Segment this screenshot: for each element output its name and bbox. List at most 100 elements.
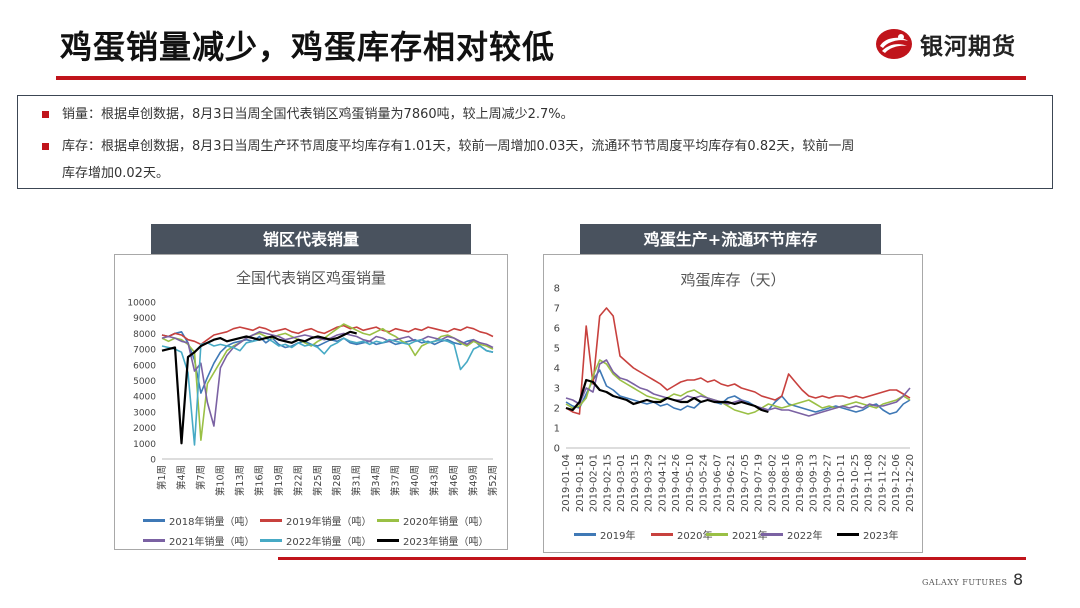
right-panel-header: 鸡蛋生产+流通环节库存 [580,224,881,255]
y-tick-label: 4000 [133,393,156,403]
bullet-marker [42,111,49,118]
y-tick-label: 7 [554,304,560,315]
legend-swatch [651,533,673,536]
x-tick-label: 2019-06-21 [726,454,737,512]
legend-swatch [706,533,728,536]
legend-label: 2019年 [600,531,636,542]
x-tick-label: 2019-03-01 [616,454,627,512]
x-tick-label: 2019-11-22 [877,454,888,512]
x-tick-label: 第1周 [156,465,168,490]
y-tick-label: 0 [554,444,560,455]
y-tick-label: 1000 [133,440,156,450]
legend-label: 2020年 [677,531,713,542]
legend-swatch [837,533,859,536]
legend-label: 2023年 [863,531,899,542]
y-tick-label: 8 [554,284,560,295]
x-tick-label: 第43周 [429,465,441,496]
y-tick-label: 5000 [133,377,156,387]
legend-label: 2023年销量（吨） [403,537,489,548]
y-tick-label: 6 [554,324,560,335]
x-tick-label: 第13周 [234,465,246,496]
legend-swatch [574,533,596,536]
x-tick-label: 2019-10-25 [850,454,861,512]
legend-label: 2021年 [732,531,768,542]
legend-label: 2021年销量（吨） [169,537,255,548]
galaxy-logo-icon [876,29,912,59]
y-tick-label: 10000 [127,299,156,309]
x-tick-label: 第4周 [175,465,187,490]
sales-chart: 全国代表销区鸡蛋销量 0 1000 2000 3000 4000 5000 6000 7000… [114,254,508,550]
y-tick-label: 0 [150,456,156,466]
inventory-chart-title: 鸡蛋库存（天） [680,271,786,289]
series-line [161,324,494,346]
y-tick-label: 2 [554,404,560,415]
x-tick-label: 2019-02-15 [602,454,613,512]
x-tick-label: 2019-08-30 [795,454,806,512]
x-tick-label: 第31周 [351,465,363,496]
bullet-marker [42,143,49,150]
x-tick-label: 2019-04-12 [657,454,668,512]
x-tick-label: 第40周 [409,465,421,496]
x-tick-label: 2019-08-02 [767,454,778,512]
legend-item: 2022年销量（吨） [260,533,371,548]
y-tick-label: 1 [554,424,560,435]
legend-swatch [143,519,165,522]
series-line [565,369,911,415]
series-line [565,307,911,415]
x-tick-label: 2019-09-13 [809,454,820,512]
x-tick-label: 第49周 [468,465,480,496]
x-tick-label: 第34周 [370,465,382,496]
x-tick-label: 第46周 [448,465,460,496]
legend-swatch [377,539,399,542]
x-tick-label: 2019-01-04 [561,454,572,512]
legend-item: 2022年 [761,527,822,542]
legend-swatch [761,533,783,536]
legend-item: 2023年 [837,527,898,542]
x-tick-label: 第37周 [390,465,402,496]
x-tick-label: 第52周 [487,465,499,496]
bullet-inventory-text-cont: 库存增加0.02天。 [62,166,169,181]
legend-item: 2021年 [706,527,767,542]
x-tick-label: 2019-02-01 [589,454,600,512]
legend-swatch [260,519,282,522]
y-tick-label: 2000 [133,424,156,434]
y-tick-label: 6000 [133,361,156,371]
series-line [161,331,494,394]
footer-divider [278,557,1026,560]
sales-chart-plot: 0 1000 2000 3000 4000 5000 6000 7000 8000 9000 100… [127,299,499,497]
logo-text: 银河期货 [920,34,1016,60]
legend-label: 2020年销量（吨） [403,517,489,528]
x-tick-label: 2019-09-27 [822,454,833,512]
x-tick-label: 第16周 [253,465,265,496]
legend-label: 2019年销量（吨） [286,517,372,528]
legend-swatch [260,539,282,542]
legend-item: 2018年销量（吨） [143,513,254,528]
x-tick-label: 第10周 [214,465,226,496]
series-line [565,359,911,417]
series-line [161,331,494,427]
page-title: 鸡蛋销量减少，鸡蛋库存相对较低 [60,28,556,66]
x-tick-label: 2019-10-11 [836,454,847,512]
footer-brand: GALAXY FUTURES [922,578,1008,587]
y-tick-label: 7000 [133,346,156,356]
bullet-sales-text: 销量：根据卓创数据，8月3日当周全国代表销区鸡蛋销量为7860吨，较上周减少2.… [62,107,574,122]
x-tick-label: 2019-12-20 [905,454,916,512]
legend-label: 2018年销量（吨） [169,517,255,528]
x-tick-label: 2019-08-16 [781,454,792,512]
series-line [565,359,911,415]
legend-label: 2022年 [787,531,823,542]
bullet-inventory: 库存：根据卓创数据，8月3日当周生产环节周度平均库存有1.01天，较前一周增加0… [42,134,1037,159]
bullet-inventory-text: 库存：根据卓创数据，8月3日当周生产环节周度平均库存有1.01天，较前一周增加0… [62,139,855,154]
y-tick-label: 5 [554,344,560,355]
legend-item: 2019年 [574,527,635,542]
x-tick-label: 2019-11-08 [864,454,875,512]
left-panel-header: 销区代表销量 [151,224,471,255]
series-line [161,337,494,446]
x-tick-label: 第22周 [292,465,304,496]
x-tick-label: 第7周 [195,465,207,490]
x-tick-label: 2019-04-26 [671,454,682,512]
x-tick-label: 第19周 [273,465,285,496]
y-tick-label: 4 [554,364,560,375]
y-tick-label: 9000 [133,314,156,324]
